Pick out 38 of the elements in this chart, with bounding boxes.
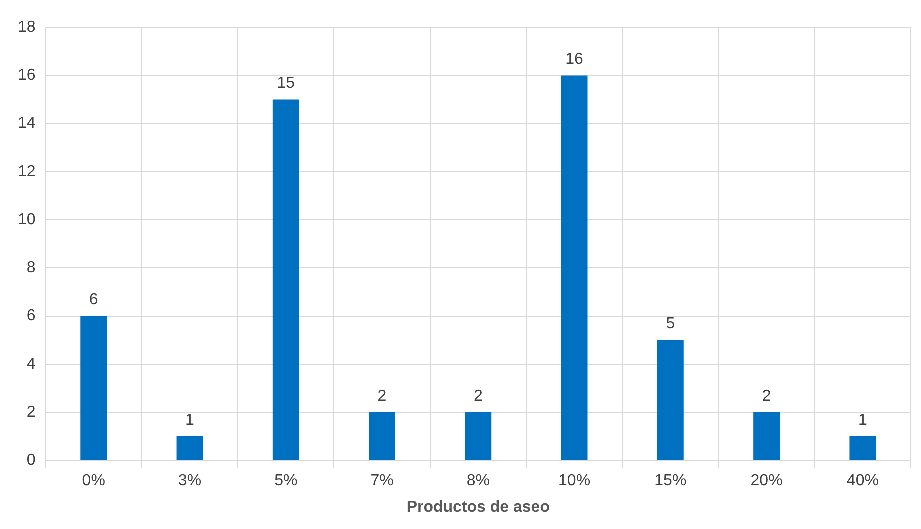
bar: [369, 412, 396, 460]
bar: [850, 436, 876, 460]
y-tick-label: 14: [18, 115, 36, 132]
data-label: 2: [378, 388, 387, 405]
x-tick-label: 5%: [274, 472, 298, 490]
y-tick-label: 10: [18, 211, 36, 228]
y-tick-label: 12: [18, 163, 36, 180]
bar: [272, 100, 300, 460]
data-label: 16: [566, 51, 584, 68]
data-label: 1: [186, 412, 195, 429]
y-tick-label: 16: [18, 67, 36, 84]
x-tick-label: 7%: [370, 472, 394, 490]
y-tick-label: 4: [26, 356, 36, 373]
x-tick-label: 0%: [82, 472, 106, 490]
y-tick-label: 2: [26, 404, 36, 421]
data-label: 2: [474, 388, 483, 405]
data-label: 6: [89, 292, 98, 309]
y-tick-label: 0: [26, 452, 36, 470]
y-tick-label: 18: [18, 19, 36, 36]
data-label: 2: [762, 388, 772, 405]
x-axis-title: Productos de aseo: [406, 498, 550, 516]
y-tick-label: 8: [26, 260, 36, 277]
bar: [754, 412, 780, 460]
x-tick-label: 20%: [750, 472, 783, 490]
data-label: 5: [666, 316, 676, 333]
bar: [465, 412, 492, 460]
bar: [561, 76, 588, 460]
x-tick-label: 40%: [846, 472, 879, 490]
x-tick-label: 8%: [466, 472, 490, 490]
x-tick-label: 15%: [654, 472, 687, 490]
bar: [176, 436, 204, 460]
y-tick-label: 6: [26, 308, 36, 325]
x-tick-label: 10%: [558, 472, 591, 490]
data-label: 1: [858, 412, 868, 429]
bar: [657, 340, 684, 460]
x-tick-label: 3%: [178, 472, 202, 490]
data-label: 15: [277, 75, 296, 92]
bar: [80, 316, 108, 460]
